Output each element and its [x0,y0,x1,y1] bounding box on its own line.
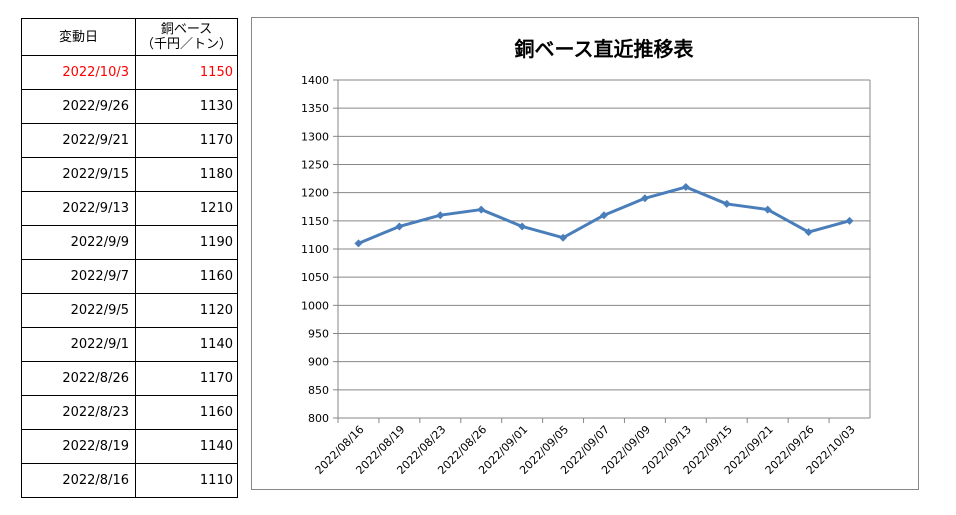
table-row: 2022/9/1 1140 [21,327,238,362]
row-value: 1170 [135,361,238,396]
chart-title: 銅ベース直近推移表 [515,37,695,61]
value-header-line2: （千円／トン） [140,37,232,52]
table-row: 2022/9/26 1130 [21,89,238,124]
table-row: 2022/9/5 1120 [21,293,238,328]
y-tick-label: 1150 [301,215,329,228]
table-row: 2022/9/15 1180 [21,157,238,192]
row-date: 2022/10/3 [21,55,136,90]
row-value: 1140 [135,429,238,464]
table-row: 2022/9/9 1190 [21,225,238,260]
row-value: 1160 [135,395,238,430]
row-value: 1160 [135,259,238,294]
line-chart: 銅ベース直近推移表 800 850 900 950 1000 1050 1100 1150 12… [301,37,871,477]
data-point-marker [559,233,568,242]
row-date: 2022/9/26 [21,89,136,124]
row-date: 2022/8/26 [21,361,136,396]
y-tick-label: 1300 [301,130,329,143]
table-row: 2022/9/13 1210 [21,191,238,226]
row-date: 2022/9/1 [21,327,136,362]
table-row: 2022/8/16 1110 [21,463,238,498]
table-row: 2022/10/3 1150 [21,55,238,90]
chart-area: 銅ベース直近推移表 800 850 900 950 1000 1050 1100 1150 12… [251,17,919,490]
data-point-marker [681,183,690,192]
row-date: 2022/9/9 [21,225,136,260]
y-tick-label: 1250 [301,159,329,172]
y-tick-label: 900 [308,356,329,369]
data-point-marker [395,222,404,231]
data-point-marker [804,228,813,237]
data-point-marker [845,216,854,225]
row-value: 1150 [135,55,238,90]
y-tick-label: 1350 [301,102,329,115]
row-date: 2022/8/23 [21,395,136,430]
table-body: 2022/10/3 1150 2022/9/26 1130 2022/9/21 1170 2… [21,55,238,498]
table-row: 2022/8/19 1140 [21,429,238,464]
y-tick-label: 1100 [301,243,329,256]
row-date: 2022/8/19 [21,429,136,464]
value-header-line1: 銅ベース [160,22,213,37]
row-value: 1140 [135,327,238,362]
row-date: 2022/9/7 [21,259,136,294]
row-date: 2022/8/16 [21,463,136,498]
data-point-marker [436,211,445,220]
row-value: 1170 [135,123,238,158]
data-point-marker [763,205,772,214]
data-point-marker [354,239,363,248]
row-value: 1210 [135,191,238,226]
row-value: 1190 [135,225,238,260]
row-date: 2022/9/21 [21,123,136,158]
data-point-marker [518,222,527,231]
copper-base-table: 変動日 銅ベース （千円／トン） 2022/10/3 1150 2022/9/26 1… [21,18,238,498]
gridlines [337,79,871,419]
y-tick-label: 1000 [301,299,329,312]
table-header-row: 変動日 銅ベース （千円／トン） [21,18,238,56]
table-row: 2022/9/7 1160 [21,259,238,294]
x-axis-ticks: 2022/08/162022/08/192022/08/232022/08/26… [313,418,858,477]
value-column-header: 銅ベース （千円／トン） [135,18,238,56]
row-date: 2022/9/15 [21,157,136,192]
y-tick-label: 850 [308,384,329,397]
date-column-header: 変動日 [21,18,136,56]
data-point-marker [722,199,731,208]
row-value: 1110 [135,463,238,498]
y-tick-label: 1400 [301,74,329,87]
data-point-marker [640,194,649,203]
row-value: 1130 [135,89,238,124]
y-tick-label: 800 [308,412,329,425]
y-tick-label: 1200 [301,187,329,200]
y-tick-label: 1050 [301,271,329,284]
row-date: 2022/9/5 [21,293,136,328]
series-copper-base [354,183,854,248]
table-row: 2022/8/23 1160 [21,395,238,430]
table-row: 2022/9/21 1170 [21,123,238,158]
data-point-marker [600,211,608,220]
table-row: 2022/8/26 1170 [21,361,238,396]
row-value: 1180 [135,157,238,192]
y-axis-ticks: 800 850 900 950 1000 1050 1100 1150 1200 1250 1300… [301,74,338,425]
y-tick-label: 950 [308,328,329,341]
data-point-marker [477,205,486,214]
row-date: 2022/9/13 [21,191,136,226]
row-value: 1120 [135,293,238,328]
